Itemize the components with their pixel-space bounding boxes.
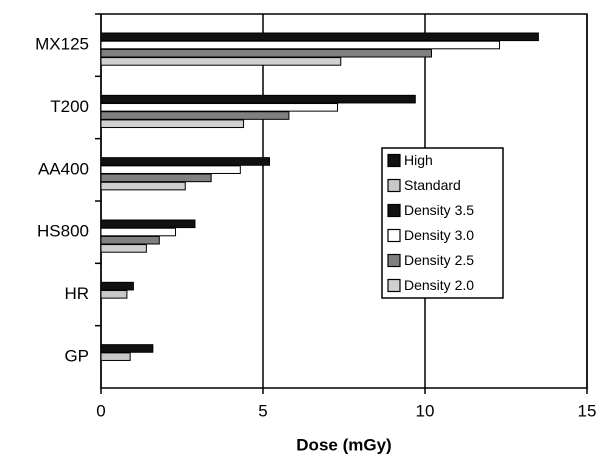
- x-tick-label: 0: [96, 401, 105, 420]
- plot-frame: [100, 13, 588, 389]
- bar: [100, 40, 501, 50]
- x-axis-title: Dose (mGy): [296, 435, 391, 454]
- bar: [100, 219, 196, 229]
- bar: [100, 244, 147, 253]
- y-tick-label: T200: [50, 97, 89, 116]
- bar: [100, 157, 270, 166]
- legend-swatch: [387, 178, 401, 193]
- x-tick-label: 15: [578, 401, 597, 420]
- bar: [100, 352, 131, 361]
- y-tick-label: HR: [64, 284, 89, 303]
- y-tick-label: MX125: [35, 35, 89, 54]
- legend-frame: [381, 147, 504, 299]
- bar: [100, 290, 128, 299]
- legend-swatch: [387, 253, 401, 268]
- legend-swatch: [387, 228, 401, 243]
- x-tick-label: 10: [416, 401, 435, 420]
- bar: [100, 119, 245, 129]
- bar: [100, 32, 539, 42]
- bar: [100, 227, 177, 237]
- bar: [100, 344, 154, 353]
- legend-label: Standard: [404, 177, 461, 193]
- legend-label: Density 2.0: [404, 277, 474, 293]
- legend-swatch: [387, 153, 401, 168]
- bar: [100, 103, 339, 112]
- y-tick-label: HS800: [37, 222, 89, 241]
- legend-label: High: [404, 152, 433, 168]
- y-tick-label: GP: [64, 346, 89, 365]
- bar: [100, 165, 241, 174]
- legend-label: Density 3.0: [404, 227, 474, 243]
- legend-label: Density 2.5: [404, 252, 474, 268]
- bar: [100, 281, 134, 291]
- legend: High Standard Density 3.5 Density 3.0 Densit…: [381, 147, 504, 299]
- bar: [100, 181, 186, 191]
- bar: [100, 94, 416, 104]
- bar: [100, 173, 212, 183]
- y-tick-label: AA400: [38, 159, 89, 178]
- legend-swatch: [387, 278, 401, 293]
- bar: [100, 57, 342, 66]
- legend-label: Density 3.5: [404, 202, 474, 218]
- bar: [100, 235, 160, 245]
- bar: [100, 48, 432, 58]
- bar: [100, 111, 290, 120]
- x-tick-label: 5: [258, 401, 267, 420]
- legend-swatch: [387, 203, 401, 218]
